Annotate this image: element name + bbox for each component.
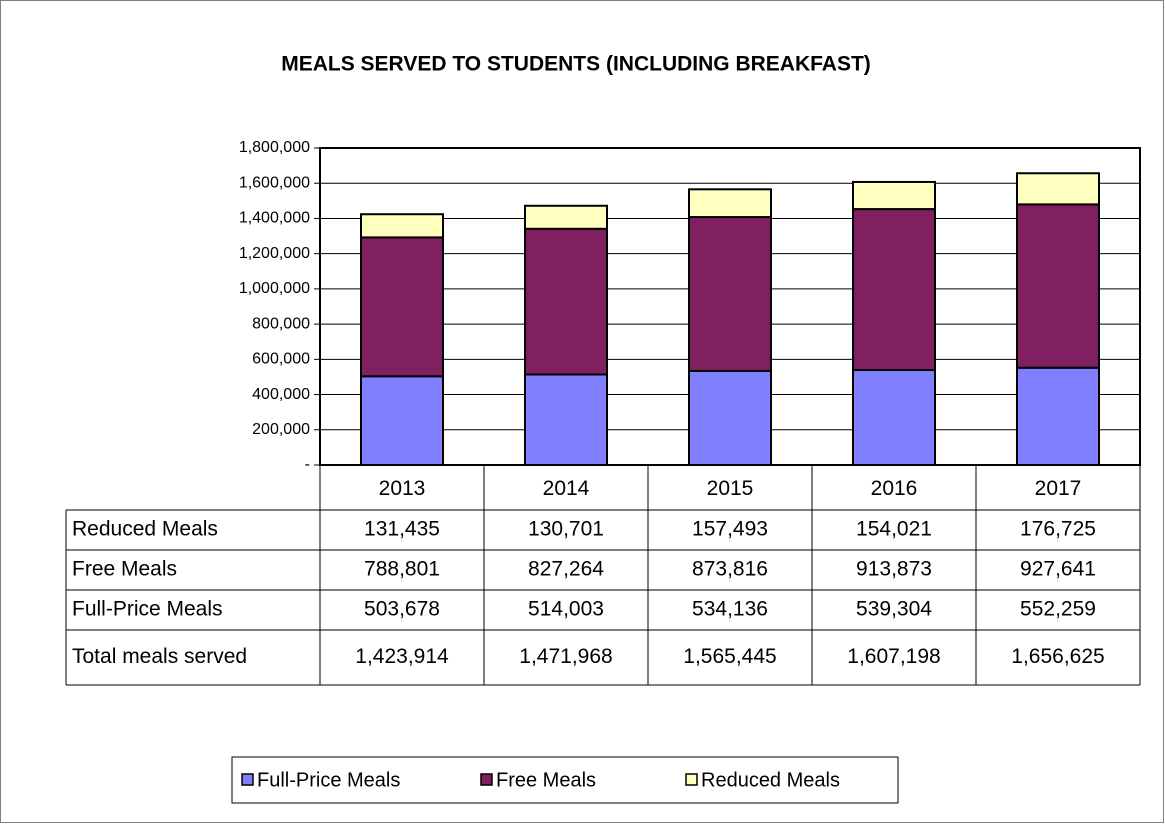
x-tick-label: 2014 bbox=[543, 477, 590, 500]
bar-segment bbox=[852, 208, 936, 372]
bar-segment bbox=[688, 216, 772, 372]
plot-border bbox=[319, 147, 1141, 466]
table-cell: 552,259 bbox=[1020, 598, 1096, 621]
table-cell: 873,816 bbox=[692, 558, 768, 581]
bar-segment bbox=[852, 369, 936, 467]
bar-segment bbox=[1016, 366, 1100, 467]
table-cell: 1,423,914 bbox=[355, 645, 449, 668]
table-cell: 539,304 bbox=[856, 598, 932, 621]
table-row-label: Reduced Meals bbox=[72, 518, 218, 541]
bar-segment bbox=[1016, 203, 1100, 369]
bar-segment bbox=[360, 213, 444, 239]
table-cell: 176,725 bbox=[1020, 518, 1096, 541]
table-cell: 534,136 bbox=[692, 598, 768, 621]
table-row-label: Total meals served bbox=[72, 645, 247, 668]
y-tick-label: 1,600,000 bbox=[239, 174, 310, 191]
y-tick-label: 1,000,000 bbox=[239, 280, 310, 297]
bar-segment bbox=[1016, 172, 1100, 206]
table-cell: 927,641 bbox=[1020, 558, 1096, 581]
x-tick-label: 2015 bbox=[707, 477, 754, 500]
bar-segment bbox=[688, 188, 772, 219]
bar-segment bbox=[360, 375, 444, 467]
table-cell: 1,656,625 bbox=[1011, 645, 1104, 668]
y-tick-label: - bbox=[305, 456, 310, 473]
y-tick-label: 200,000 bbox=[252, 421, 310, 438]
table-cell: 131,435 bbox=[364, 518, 440, 541]
bar-segment bbox=[688, 369, 772, 466]
legend-label: Full-Price Meals bbox=[257, 769, 400, 791]
legend-swatch bbox=[241, 773, 254, 786]
table-row-label: Full-Price Meals bbox=[72, 598, 223, 621]
x-tick-label: 2013 bbox=[379, 477, 426, 500]
legend-swatch bbox=[685, 773, 698, 786]
table-cell: 1,607,198 bbox=[847, 645, 940, 668]
y-tick-label: 600,000 bbox=[252, 351, 310, 368]
table-cell: 827,264 bbox=[528, 558, 604, 581]
table-cell: 788,801 bbox=[364, 558, 440, 581]
table-row-label: Free Meals bbox=[72, 558, 177, 581]
bar-segment bbox=[524, 204, 608, 230]
x-tick-label: 2017 bbox=[1035, 477, 1082, 500]
table-cell: 503,678 bbox=[364, 598, 440, 621]
bar-segment bbox=[524, 373, 608, 466]
chart-title: MEALS SERVED TO STUDENTS (INCLUDING BREA… bbox=[281, 53, 871, 76]
y-tick-label: 400,000 bbox=[252, 386, 310, 403]
y-tick-label: 800,000 bbox=[252, 315, 310, 332]
table-cell: 913,873 bbox=[856, 558, 932, 581]
bar-segment bbox=[852, 180, 936, 211]
table-cell: 1,471,968 bbox=[519, 645, 612, 668]
y-tick-label: 1,800,000 bbox=[239, 139, 310, 156]
legend-label: Reduced Meals bbox=[701, 769, 840, 791]
x-tick-label: 2016 bbox=[871, 477, 918, 500]
table-cell: 157,493 bbox=[692, 518, 768, 541]
legend-label: Free Meals bbox=[496, 769, 596, 791]
table-cell: 514,003 bbox=[528, 598, 604, 621]
y-tick-label: 1,200,000 bbox=[239, 245, 310, 262]
table-cell: 154,021 bbox=[856, 518, 932, 541]
legend-box bbox=[231, 756, 899, 804]
table-cell: 1,565,445 bbox=[683, 645, 776, 668]
y-tick-label: 1,400,000 bbox=[239, 210, 310, 227]
legend-swatch bbox=[480, 773, 493, 786]
bar-segment bbox=[360, 236, 444, 378]
bar-segment bbox=[524, 227, 608, 376]
table-cell: 130,701 bbox=[528, 518, 604, 541]
